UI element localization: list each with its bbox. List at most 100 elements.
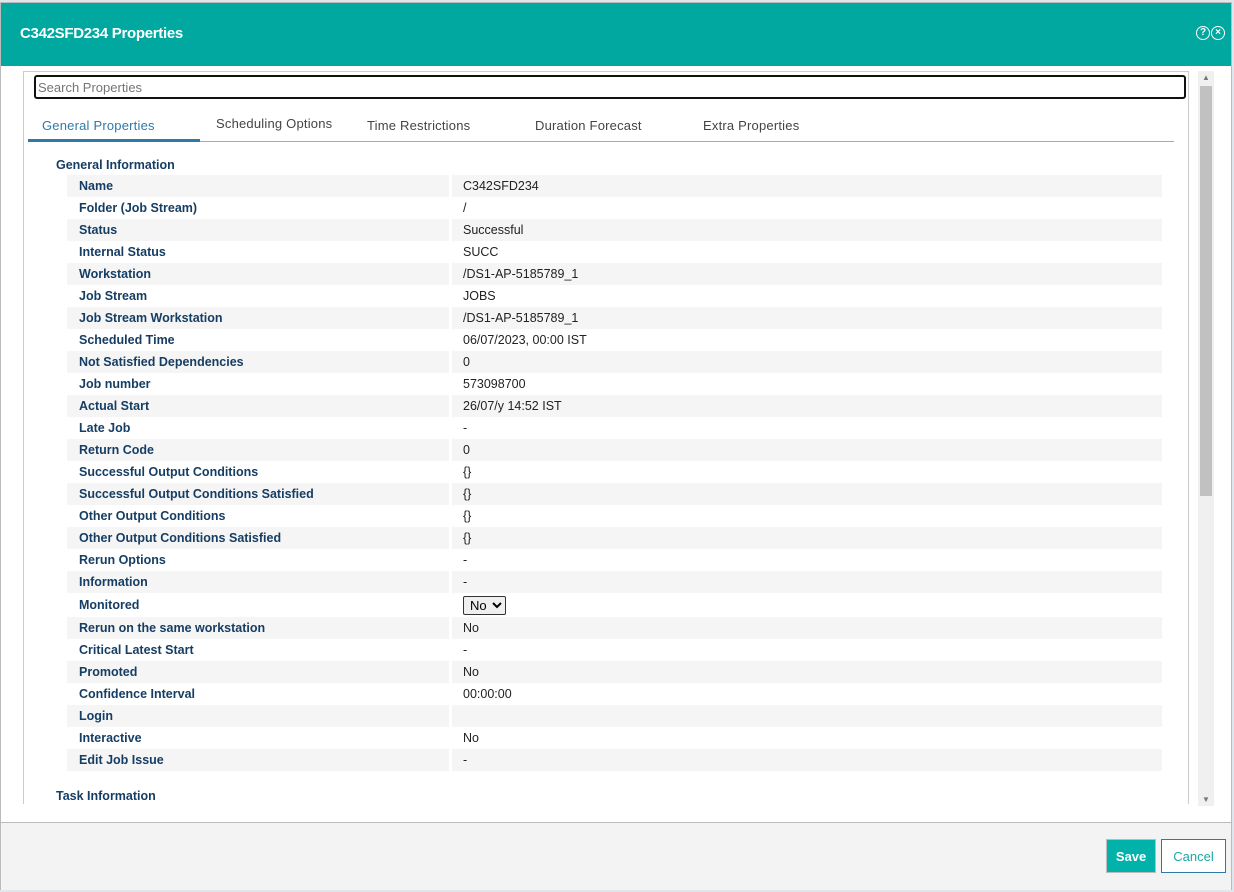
- property-value: {}: [452, 483, 1162, 505]
- tab-scheduling-options[interactable]: Scheduling Options: [216, 116, 333, 131]
- property-label: Workstation: [67, 263, 449, 285]
- property-label: Job Stream: [79, 289, 148, 303]
- properties-table: Name C342SFD234 Folder (Job Stream) / Status…: [67, 175, 1162, 771]
- property-value: 26/07/y 14:52 IST: [452, 395, 1162, 417]
- property-row: Other Output Conditions Satisfied{}: [67, 527, 1162, 549]
- scrollbar[interactable]: ▲ ▼: [1198, 71, 1214, 806]
- property-row: Late Job -: [67, 417, 1162, 439]
- property-value: No: [452, 617, 1162, 639]
- cancel-button[interactable]: Cancel: [1161, 839, 1226, 873]
- property-label: Status: [67, 219, 449, 241]
- property-row: Job Stream JOBS: [67, 285, 1162, 307]
- property-row: Interactive No: [67, 727, 1162, 749]
- property-row: Job number 573098700: [67, 373, 1162, 395]
- property-row: Rerun on the same workstation No: [67, 617, 1162, 639]
- active-tab-indicator: [28, 139, 200, 142]
- property-label: Internal Status: [79, 245, 166, 259]
- property-value: 573098700: [463, 377, 526, 391]
- property-row: Monitored No: [67, 593, 1162, 617]
- scroll-down-icon[interactable]: ▼: [1202, 795, 1210, 804]
- property-value: -: [452, 749, 1162, 771]
- property-value: -: [452, 571, 1162, 593]
- tab-extra-properties[interactable]: Extra Properties: [703, 118, 800, 133]
- search-input[interactable]: [34, 75, 1186, 99]
- property-value: /: [463, 201, 467, 215]
- property-row: Information -: [67, 571, 1162, 593]
- property-label: Folder (Job Stream): [79, 201, 198, 215]
- tab-duration-forecast[interactable]: Duration Forecast: [535, 118, 642, 133]
- close-icon[interactable]: ×: [1211, 26, 1225, 40]
- property-row: Scheduled Time 06/07/2023, 00:00 IST: [67, 329, 1162, 351]
- property-label: Other Output Conditions: [79, 509, 226, 523]
- property-row: Actual Start 26/07/y 14:52 IST: [67, 395, 1162, 417]
- property-value: SUCC: [463, 245, 499, 259]
- property-label: Job number: [79, 377, 151, 391]
- property-value: Successful: [452, 219, 1162, 241]
- property-row: Internal Status SUCC: [67, 241, 1162, 263]
- property-value: [452, 705, 1162, 727]
- property-label: Interactive: [79, 731, 142, 745]
- dialog-header: C342SFD234 Properties ? ×: [1, 3, 1231, 66]
- property-label: Successful Output Conditions Satisfied: [67, 483, 449, 505]
- property-label: Late Job: [79, 421, 131, 435]
- property-label: Successful Output Conditions: [79, 465, 259, 479]
- property-row: Other Output Conditions {}: [67, 505, 1162, 527]
- monitored-select[interactable]: No: [463, 595, 506, 615]
- property-value: -: [463, 421, 468, 435]
- property-row: Rerun Options -: [67, 549, 1162, 571]
- property-row: Name C342SFD234: [67, 175, 1162, 197]
- property-label: Promoted: [67, 661, 449, 683]
- tab-general-properties[interactable]: General Properties: [42, 118, 155, 133]
- property-value: {}: [463, 509, 472, 523]
- property-row: Not Satisfied Dependencies 0: [67, 351, 1162, 373]
- property-value: 0: [452, 439, 1162, 461]
- tab-bar: General Properties Scheduling Options Ti…: [28, 110, 1174, 142]
- property-label: Information: [67, 571, 449, 593]
- property-row: Login: [67, 705, 1162, 727]
- section-general-information: General Information: [56, 158, 175, 172]
- property-value: C342SFD234: [452, 175, 1162, 197]
- property-label: Rerun on the same workstation: [67, 617, 449, 639]
- property-value: No: [463, 731, 479, 745]
- property-value: -: [463, 643, 468, 657]
- property-row: Successful Output Conditions {}: [67, 461, 1162, 483]
- save-button[interactable]: Save: [1106, 839, 1156, 873]
- property-row: Promoted No: [67, 661, 1162, 683]
- property-row: Folder (Job Stream) /: [67, 197, 1162, 219]
- help-icon[interactable]: ?: [1196, 26, 1210, 40]
- scroll-up-icon[interactable]: ▲: [1202, 73, 1210, 82]
- property-row: Edit Job Issue -: [67, 749, 1162, 771]
- property-row: Return Code 0: [67, 439, 1162, 461]
- property-label: Other Output Conditions Satisfied: [67, 527, 449, 549]
- property-value: No: [452, 593, 1162, 617]
- property-value: 0: [452, 351, 1162, 373]
- property-value: No: [452, 661, 1162, 683]
- section-task-information: Task Information: [56, 789, 156, 803]
- property-row: Confidence Interval 00:00:00: [67, 683, 1162, 705]
- property-label: Job Stream Workstation: [67, 307, 449, 329]
- property-label: Monitored: [79, 598, 140, 612]
- properties-panel: General Properties Scheduling Options Ti…: [23, 71, 1189, 804]
- property-value: JOBS: [463, 289, 496, 303]
- property-value: /DS1-AP-5185789_1: [452, 307, 1162, 329]
- property-label: Not Satisfied Dependencies: [67, 351, 449, 373]
- property-label: Rerun Options: [79, 553, 166, 567]
- dialog-footer: Save Cancel: [1, 822, 1231, 890]
- property-label: Return Code: [67, 439, 449, 461]
- property-row: Workstation/DS1-AP-5185789_1: [67, 263, 1162, 285]
- property-label: Login: [67, 705, 449, 727]
- property-label: Edit Job Issue: [67, 749, 449, 771]
- property-label: Confidence Interval: [79, 687, 195, 701]
- property-value: 06/07/2023, 00:00 IST: [463, 333, 587, 347]
- property-row: Successful Output Conditions Satisfied{}: [67, 483, 1162, 505]
- property-value: {}: [463, 465, 472, 479]
- property-label: Actual Start: [67, 395, 449, 417]
- property-value: {}: [452, 527, 1162, 549]
- dialog-title: C342SFD234 Properties: [20, 25, 183, 42]
- property-label: Scheduled Time: [79, 333, 175, 347]
- scrollbar-thumb[interactable]: [1200, 86, 1212, 496]
- tab-time-restrictions[interactable]: Time Restrictions: [367, 118, 471, 133]
- property-value: -: [463, 553, 468, 567]
- property-value: 00:00:00: [463, 687, 512, 701]
